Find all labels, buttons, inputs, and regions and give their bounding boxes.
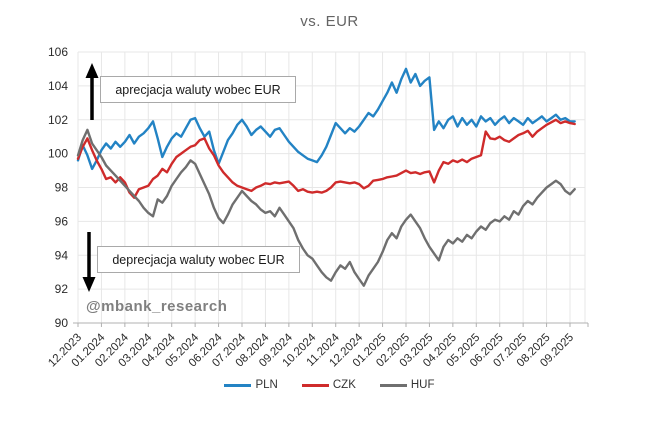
y-tick-label: 100 [48, 147, 68, 161]
legend-item-pln: PLN [224, 379, 278, 391]
annotation-appreciation-label: aprecjacja waluty wobec EUR [115, 82, 281, 97]
y-tick-label: 90 [55, 316, 69, 330]
series-layer [76, 67, 576, 287]
y-tick-label: 94 [55, 248, 69, 262]
y-tick-label: 106 [48, 45, 68, 59]
legend-item-czk: CZK [301, 379, 356, 391]
legend-swatch-pln [224, 383, 252, 387]
legend-label-pln: PLN [255, 379, 278, 391]
series-line-huf [76, 128, 576, 287]
down-arrow-icon [82, 232, 96, 292]
legend-swatch-czk [301, 383, 329, 387]
legend: PLN CZK HUF [0, 379, 659, 391]
y-tick-label: 98 [55, 181, 69, 195]
series-line-czk [76, 118, 576, 199]
legend-label-huf: HUF [410, 379, 435, 391]
legend-swatch-huf [379, 383, 407, 387]
chart-title: vs. EUR [300, 13, 359, 30]
y-tick-label: 104 [48, 79, 68, 93]
annotation-depreciation-label: deprecjacja waluty wobec EUR [112, 252, 285, 267]
annotation-depreciation: deprecjacja waluty wobec EUR [97, 246, 300, 273]
legend-item-huf: HUF [379, 379, 435, 391]
up-arrow-icon [85, 63, 99, 120]
watermark: @mbank_research [86, 298, 228, 315]
annotation-appreciation: aprecjacja waluty wobec EUR [100, 76, 296, 103]
y-tick-label: 92 [55, 282, 69, 296]
series-line-pln [76, 67, 576, 171]
legend-label-czk: CZK [332, 379, 356, 391]
y-tick-label: 96 [55, 214, 69, 228]
y-tick-label: 102 [48, 113, 68, 127]
